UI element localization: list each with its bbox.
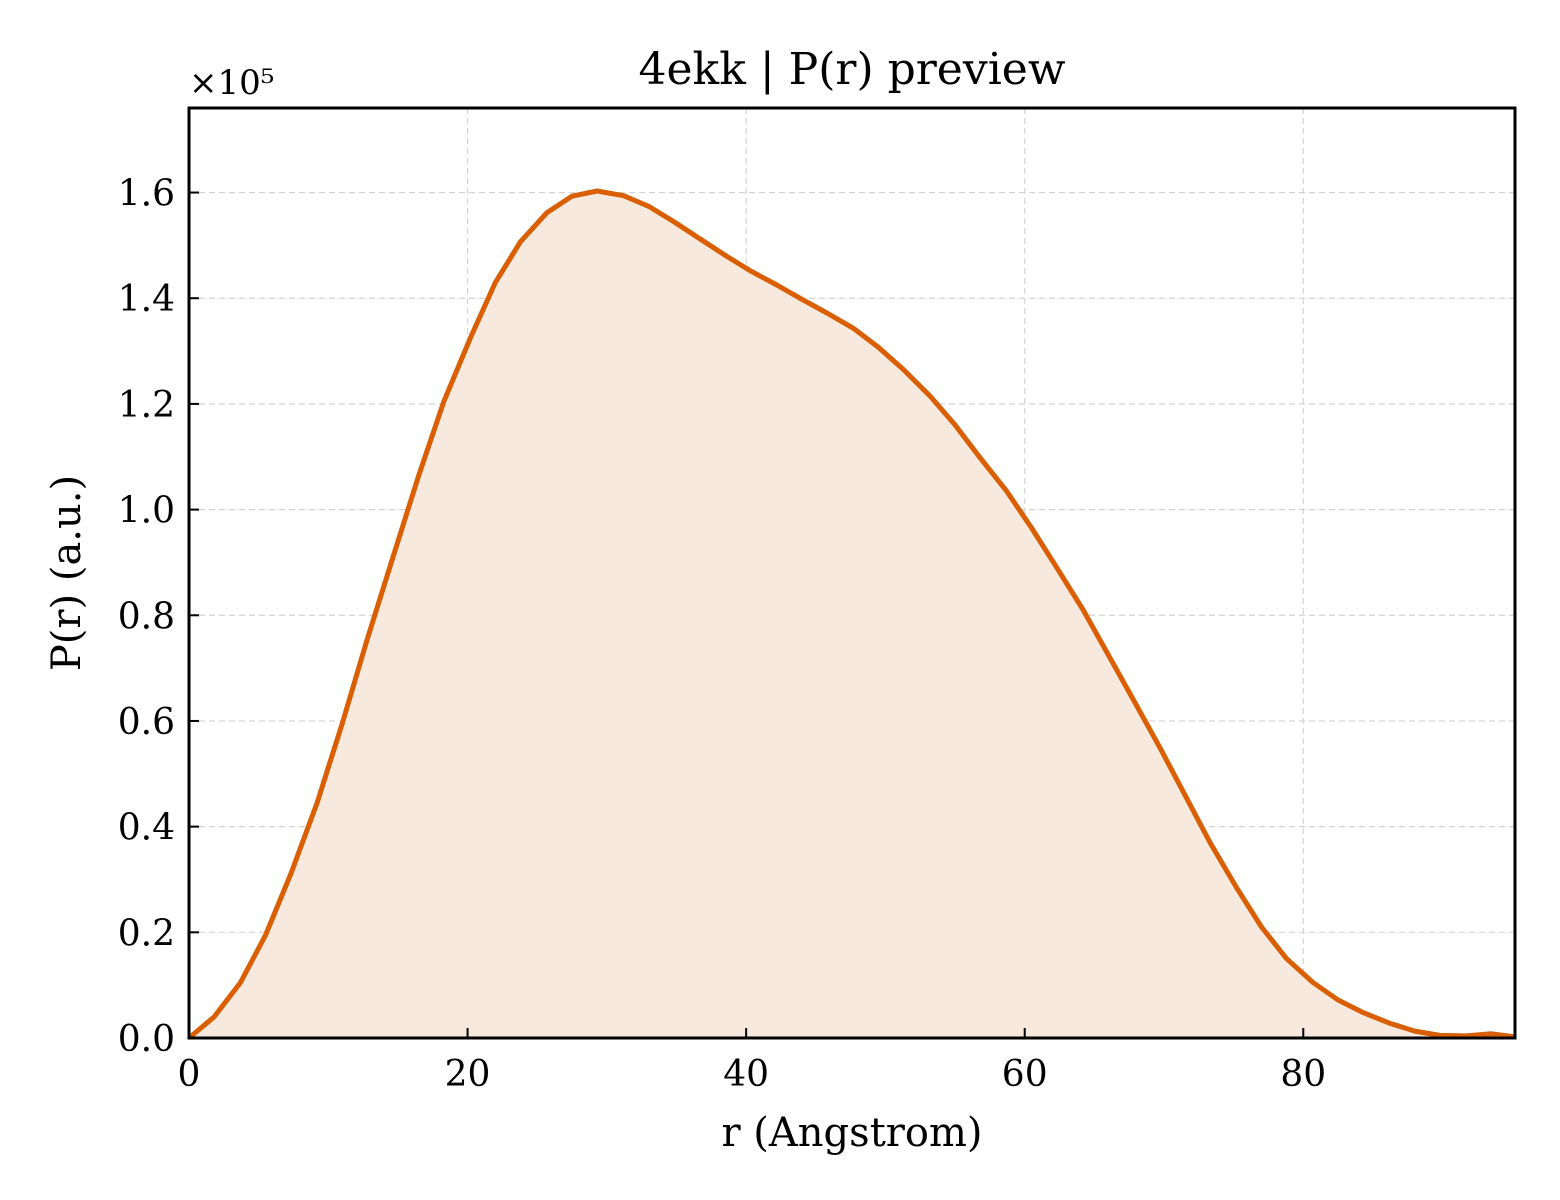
y-tick-label: 0.8 [118, 596, 175, 637]
ticks: 0 20 40 60 80 0.0 0.2 0.4 0.6 0.8 1.0 1.2 1.4 1.6 [118, 174, 1326, 1095]
y-tick-label: 1.4 [118, 279, 175, 320]
y-tick-label: 0.4 [118, 808, 175, 849]
series-line [187, 188, 1516, 1040]
x-tick-label: 80 [1280, 1054, 1326, 1095]
y-tick-label: 0.2 [118, 913, 175, 954]
plot-frame [187, 106, 1517, 1040]
chart-title: 4ekk | P(r) preview [639, 44, 1066, 95]
y-tick-label: 1.0 [118, 491, 175, 532]
x-tick-label: 20 [445, 1054, 491, 1095]
y-axis-label: P(r) (a.u.) [44, 475, 90, 671]
y-axis-multiplier: ×10⁵ [189, 63, 274, 103]
y-tick-label: 0.0 [118, 1019, 175, 1060]
y-tick-label: 1.2 [118, 385, 175, 426]
x-axis-label: r (Angstrom) [721, 1110, 982, 1156]
y-tick-label: 1.6 [118, 174, 175, 215]
series-area-fill [189, 191, 1515, 1038]
y-tick-label: 0.6 [118, 702, 175, 743]
x-tick-label: 0 [178, 1054, 201, 1095]
x-tick-label: 60 [1002, 1054, 1048, 1095]
x-tick-label: 40 [723, 1054, 769, 1095]
